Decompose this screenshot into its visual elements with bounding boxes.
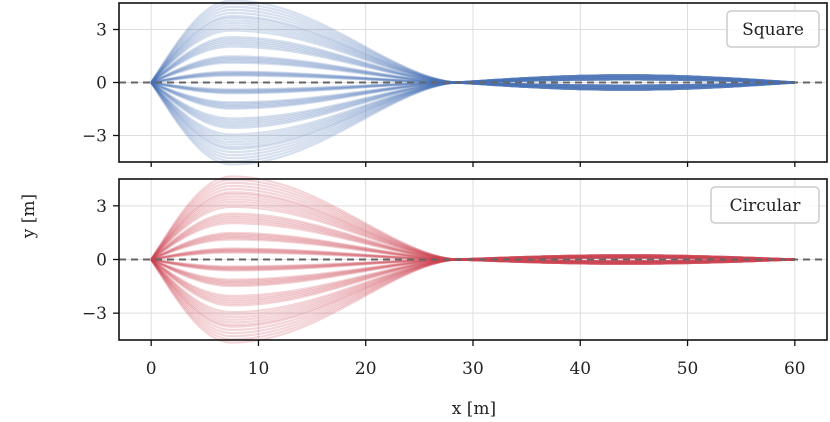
trajectory-line	[150, 41, 795, 84]
trajectory-line	[150, 24, 795, 84]
x-tick-label: 10	[248, 359, 270, 379]
y-tick-label: −3	[82, 304, 107, 324]
legend-circular: Circular	[710, 186, 820, 224]
legend-box-square	[726, 10, 820, 48]
trajectory-line	[151, 81, 795, 91]
trajectory-line	[150, 36, 795, 84]
trajectories-square	[150, 0, 795, 166]
legend-box-circular	[710, 186, 820, 224]
y-ticks-square: −3 0 3	[82, 21, 119, 147]
trajectory-line	[150, 70, 795, 84]
trajectory-line	[150, 59, 795, 84]
trajectory-line	[150, 81, 795, 151]
trajectory-line	[150, 81, 795, 160]
legend-square: Square	[726, 10, 820, 48]
y-ticks-circular: −3 0 3	[82, 197, 119, 324]
trajectory-line	[150, 16, 795, 84]
y-axis-label: y [m]	[19, 194, 39, 239]
x-tick-label: 30	[462, 359, 484, 379]
trajectory-line	[150, 55, 795, 84]
legend-label-square: Square	[742, 20, 804, 40]
x-axis-label: x [m]	[452, 399, 496, 419]
trajectory-line	[150, 81, 795, 126]
x-tick-label: 40	[569, 359, 591, 379]
legend-label-circular: Circular	[730, 196, 802, 216]
y-tick-label: −3	[82, 127, 107, 147]
trajectory-line	[150, 81, 795, 108]
trajectory-line	[150, 81, 795, 93]
trajectory-line	[150, 81, 795, 136]
y-tick-label: 0	[96, 74, 107, 94]
y-tick-label: 3	[96, 21, 107, 41]
x-tick-label: 0	[146, 359, 157, 379]
x-tick-label: 60	[784, 359, 806, 379]
trajectory-line	[150, 81, 795, 144]
x-ticks: 0 10 20 30 40 50 60	[146, 162, 806, 379]
x-tick-label: 50	[677, 359, 699, 379]
trajectory-line	[150, 8, 795, 84]
y-tick-label: 0	[96, 251, 107, 271]
trajectory-line	[151, 73, 795, 84]
trajectory-line	[150, 81, 795, 120]
panel-square: −3 0 3 Square	[82, 0, 828, 166]
y-tick-label: 3	[96, 197, 107, 217]
panel-circular: −3 0 3 Circular	[82, 175, 828, 344]
x-tick-label: 20	[355, 359, 377, 379]
trajectory-line	[150, 81, 795, 104]
